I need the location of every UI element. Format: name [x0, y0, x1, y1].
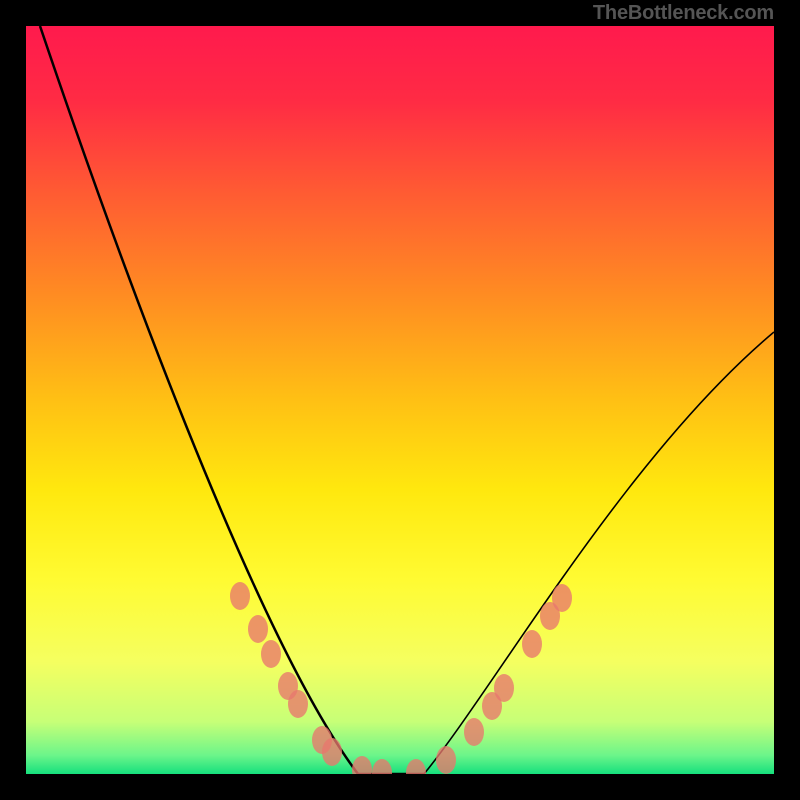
data-marker	[436, 746, 456, 774]
v-curve-chart	[26, 26, 774, 774]
attribution-label: TheBottleneck.com	[593, 2, 774, 25]
curve-right-limb	[424, 332, 774, 774]
data-marker	[261, 640, 281, 668]
data-marker	[406, 759, 426, 774]
data-marker	[288, 690, 308, 718]
data-marker	[552, 584, 572, 612]
data-marker	[522, 630, 542, 658]
curve-left-limb	[40, 26, 358, 774]
data-marker	[372, 759, 392, 774]
data-marker	[230, 582, 250, 610]
data-marker	[464, 718, 484, 746]
data-marker	[322, 738, 342, 766]
data-marker	[248, 615, 268, 643]
data-marker	[494, 674, 514, 702]
data-marker	[352, 756, 372, 774]
plot-area	[26, 26, 774, 774]
